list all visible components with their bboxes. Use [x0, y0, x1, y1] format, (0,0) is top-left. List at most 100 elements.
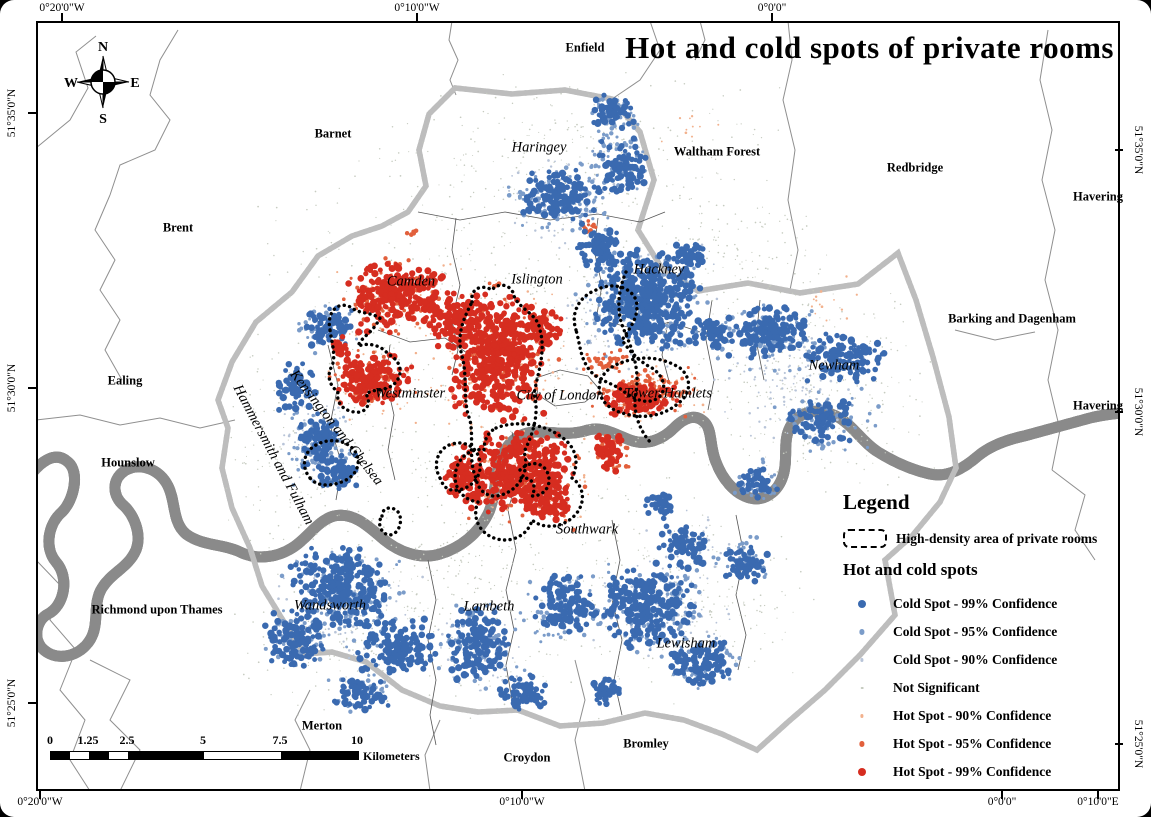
scale-bar-number: 0 — [47, 733, 53, 747]
compass-n: N — [98, 40, 108, 55]
scale-bar-number: 7.5 — [272, 733, 288, 747]
study-area-boundary — [215, 85, 959, 754]
legend-dot — [860, 658, 864, 662]
legend: Legend High-density area of private room… — [843, 490, 1143, 786]
borough-label: City of London — [516, 387, 604, 404]
legend-items: Cold Spot - 99% Confidence Cold Spot - 95… — [843, 590, 1143, 786]
borough-label: Redbridge — [886, 160, 944, 175]
borough-label: Wandsworth — [294, 597, 366, 614]
borough-label: Camden — [386, 273, 436, 290]
legend-dot — [858, 600, 866, 608]
borough-label: Richmond upon Thames — [91, 602, 223, 617]
legend-dot — [859, 629, 865, 635]
borough-label: Havering — [1073, 398, 1123, 413]
graticule-tick — [416, 13, 418, 21]
legend-item-label: Cold Spot - 90% Confidence — [893, 652, 1058, 667]
scale-bar-unit: Kilometers — [363, 749, 420, 763]
borough-label: Lewisham — [656, 635, 716, 652]
coordinate-label: 51°30'0"N — [6, 363, 18, 413]
scale-bar-segment — [108, 752, 128, 759]
dot-clusters-layer — [225, 72, 935, 720]
compass-w: W — [64, 76, 78, 91]
graticule-tick — [28, 702, 36, 704]
coordinate-label: 51°35'0"N — [6, 88, 18, 138]
coordinate-label: 51°35'0"N — [1132, 125, 1144, 175]
coordinate-label: 0°0'0" — [987, 796, 1017, 808]
borough-label: Waltham Forest — [673, 144, 761, 159]
borough-label: Hounslow — [101, 455, 155, 470]
borough-label: Brent — [162, 220, 194, 235]
legend-item: Cold Spot - 95% Confidence — [843, 618, 1143, 646]
borough-label: Merton — [301, 718, 343, 733]
graticule-tick — [39, 791, 41, 799]
legend-item: Hot Spot - 95% Confidence — [843, 730, 1143, 758]
coordinate-label: 0°20'0"W — [17, 796, 63, 808]
graticule-tick — [521, 791, 523, 799]
graticule-tick — [28, 112, 36, 114]
graticule-tick — [1097, 791, 1099, 799]
graticule-tick — [28, 387, 36, 389]
compass-rose: N S W E — [64, 40, 140, 127]
legend-item-label: Not Significant — [893, 680, 980, 695]
compass-s: S — [99, 112, 107, 127]
borough-label: Barnet — [314, 126, 352, 141]
legend-item-label: Cold Spot - 95% Confidence — [893, 624, 1058, 639]
coordinate-label: 51°30'0"N — [1132, 387, 1144, 437]
borough-label: Croydon — [503, 750, 551, 765]
scale-bar-segment — [128, 752, 204, 759]
legend-dot — [860, 714, 864, 718]
graticule-tick — [771, 13, 773, 21]
legend-item: Cold Spot - 99% Confidence — [843, 590, 1143, 618]
scale-bar-number: 2.5 — [119, 733, 135, 747]
scale-bar-segment — [204, 752, 281, 759]
scale-bar-segment — [89, 752, 109, 759]
legend-item-label: Hot Spot - 95% Confidence — [893, 736, 1052, 751]
legend-item: Cold Spot - 90% Confidence — [843, 646, 1143, 674]
scale-bar-number: 5 — [200, 733, 206, 747]
borough-label: Lambeth — [463, 598, 515, 615]
scale-bar-number: 10 — [351, 733, 363, 747]
borough-label: Hackney — [633, 261, 685, 278]
map-title: Hot and cold spots of private rooms — [625, 30, 1114, 65]
legend-density-row: High-density area of private rooms — [843, 529, 1143, 548]
legend-item-label: Hot Spot - 90% Confidence — [893, 708, 1052, 723]
legend-dot — [859, 741, 865, 747]
coordinate-label: 0°10'0"W — [499, 796, 545, 808]
borough-label: Bromley — [623, 736, 669, 751]
borough-label: Newham — [808, 357, 860, 374]
scale-bar-segment — [51, 752, 70, 759]
borough-label: Islington — [511, 271, 563, 288]
borough-label: Southwark — [555, 521, 619, 538]
borough-label: Enfield — [565, 40, 605, 55]
scale-bar-number: 1.25 — [77, 733, 99, 747]
borough-label: Ealing — [107, 373, 143, 388]
scale-bar-segment — [281, 752, 358, 759]
legend-dot — [858, 768, 866, 776]
borough-label: Havering — [1073, 189, 1123, 204]
coordinate-label: 0°10'0"E — [1077, 796, 1119, 808]
borough-label: Haringey — [511, 139, 567, 156]
graticule-tick — [1115, 411, 1123, 413]
legend-item: Not Significant — [843, 674, 1143, 702]
borough-label: Westminster — [374, 385, 446, 402]
legend-item: Hot Spot - 99% Confidence — [843, 758, 1143, 786]
scale-bar-segment — [70, 752, 89, 759]
compass-e: E — [130, 76, 139, 91]
high-density-label: High-density area of private rooms — [896, 530, 1098, 546]
high-density-outlines — [302, 270, 691, 542]
legend-dot — [860, 686, 864, 690]
graticule-tick — [1115, 743, 1123, 745]
scale-bar-track — [50, 751, 359, 760]
coordinate-label: 0°20'0"W — [39, 2, 85, 14]
high-density-swatch — [843, 529, 887, 548]
legend-item-label: Hot Spot - 99% Confidence — [893, 764, 1052, 779]
graticule-tick — [61, 13, 63, 21]
coordinate-label: 0°0'0" — [757, 2, 787, 14]
borough-label: Tower Hamlets — [624, 385, 712, 402]
graticule-tick — [1001, 791, 1003, 799]
legend-title: Legend — [843, 490, 910, 514]
legend-item-label: Cold Spot - 99% Confidence — [893, 596, 1058, 611]
graticule-tick — [1115, 149, 1123, 151]
